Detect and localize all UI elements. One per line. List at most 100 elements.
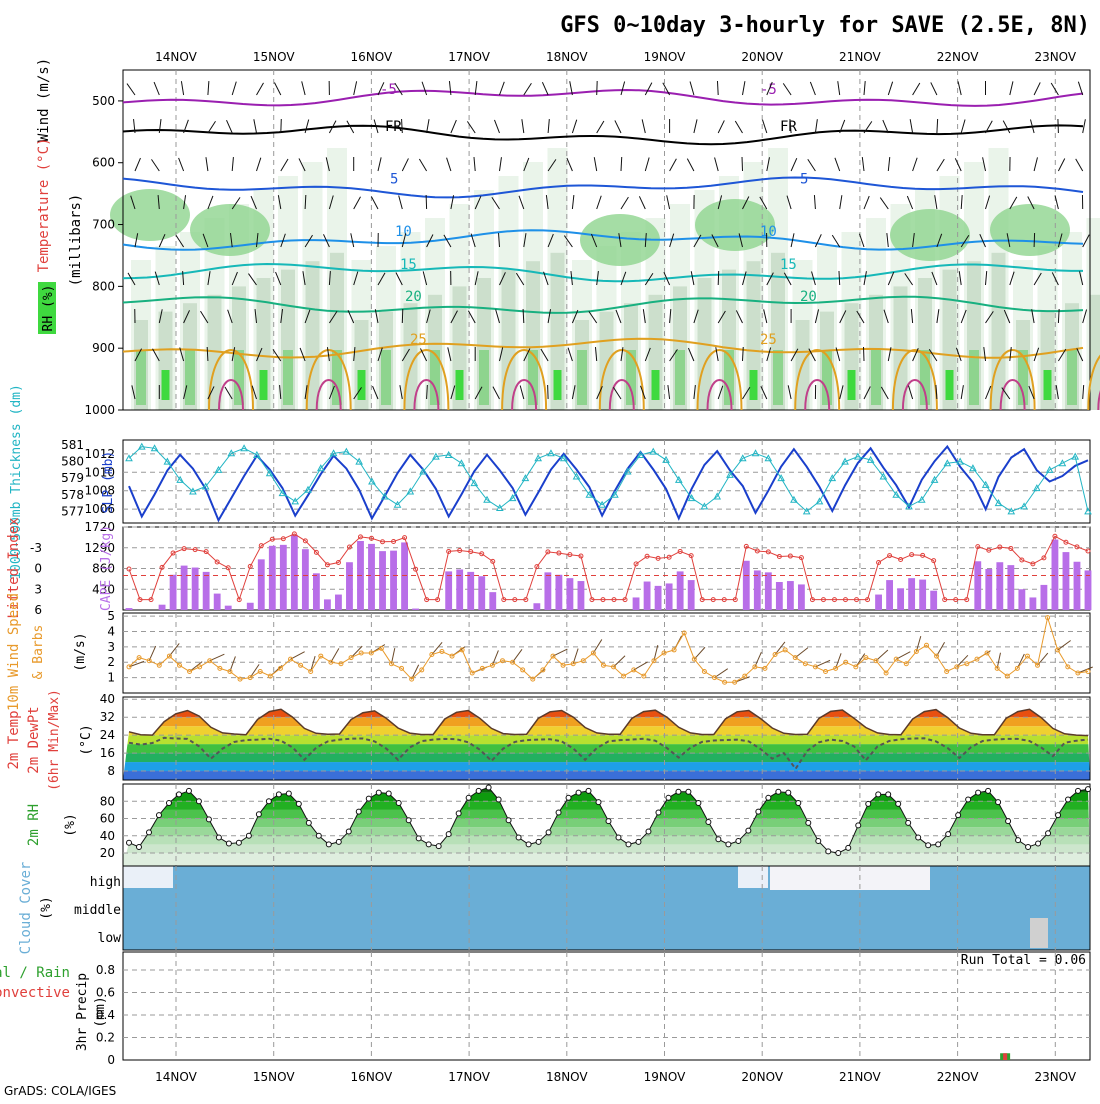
y-axis-wind: Wind (m/s)	[36, 58, 52, 142]
isotherm-label: 15	[780, 257, 797, 273]
rh-marker	[886, 792, 891, 797]
cape-bar	[379, 551, 386, 610]
rh-axis-label: 2m RH	[26, 804, 42, 846]
rh-marker	[306, 820, 311, 825]
date-label-bottom: 22NOV	[937, 1070, 979, 1084]
rh-tick-label: 60	[100, 812, 115, 826]
rh-marker	[1016, 838, 1021, 843]
rh-shade	[136, 350, 146, 405]
isotherm-label: 10	[760, 224, 777, 240]
rh-marker	[226, 841, 231, 846]
rh-marker	[356, 809, 361, 814]
precip-legend-total: Total / Rain	[0, 965, 70, 981]
y-tick-label: 800	[92, 279, 115, 293]
rh-marker	[636, 839, 641, 844]
cape-bar	[666, 583, 673, 610]
precip-axis-unit: (mm)	[93, 996, 108, 1027]
date-label-bottom: 18NOV	[546, 1070, 588, 1084]
temp-tick-label: 40	[100, 692, 115, 706]
y-axis-temperature: Temperature (°C)	[36, 138, 52, 273]
rh-marker	[476, 788, 481, 793]
date-label-top: 20NOV	[741, 50, 783, 64]
cloud-level-label: middle	[74, 903, 121, 918]
rh-marker	[896, 801, 901, 806]
cape-bar	[555, 575, 562, 610]
rh-marker	[536, 839, 541, 844]
cape-bar	[930, 591, 937, 610]
rh-band	[123, 844, 1090, 853]
date-label-bottom: 17NOV	[448, 1070, 490, 1084]
cape-bar	[798, 584, 805, 610]
wind-tick-label: 2	[107, 655, 115, 669]
cape-bar	[633, 597, 640, 610]
rh-marker	[1076, 788, 1081, 793]
rh-marker	[127, 840, 132, 845]
cloud-gap	[738, 866, 768, 888]
rh-marker	[686, 789, 691, 794]
cape-bar	[324, 599, 331, 610]
date-label-top: 14NOV	[155, 50, 197, 64]
rh-marker	[186, 788, 191, 793]
rh-marker	[846, 845, 851, 850]
y-tick-label: 1000	[84, 403, 115, 417]
thickness-tick-label: 578	[61, 488, 84, 502]
cloud-level-label: high	[90, 875, 121, 890]
rh-marker	[386, 791, 391, 796]
rh-marker	[606, 819, 611, 824]
rh-marker	[676, 789, 681, 794]
minmax-axis-label: (6hr Min/Max)	[47, 689, 62, 791]
date-label-top: 17NOV	[448, 50, 490, 64]
rh-marker	[236, 840, 241, 845]
temp-band	[123, 753, 1090, 762]
rh-marker	[926, 843, 931, 848]
date-label-top: 16NOV	[351, 50, 393, 64]
cape-bar	[203, 572, 210, 610]
y-tick-label: 500	[92, 94, 115, 108]
rh-marker	[416, 836, 421, 841]
rh-marker	[576, 790, 581, 795]
rh-marker	[376, 790, 381, 795]
li-tick-label: 3	[34, 582, 42, 596]
rh-marker	[516, 835, 521, 840]
cape-bar	[269, 546, 276, 610]
cape-bar	[170, 575, 177, 610]
cape-bar	[126, 608, 133, 610]
rh-marker	[946, 832, 951, 837]
wind-axis-unit: (m/s)	[73, 632, 88, 671]
date-label-top: 18NOV	[546, 50, 588, 64]
rh-shade	[162, 370, 170, 400]
cloud-gap	[123, 866, 173, 888]
rh-marker	[796, 800, 801, 805]
temp-axis-unit: (°C)	[79, 724, 94, 755]
cloud-axis-label: Cloud Cover	[18, 862, 34, 955]
wind-tick-label: 1	[107, 671, 115, 685]
cloud-axis-unit: (%)	[39, 896, 54, 919]
rh-marker	[736, 838, 741, 843]
cape-bar	[1074, 562, 1081, 610]
thickness-tick-label: 579	[61, 471, 84, 485]
rh-marker	[156, 813, 161, 818]
cape-bar	[776, 582, 783, 610]
rh-marker	[616, 835, 621, 840]
rh-tick-label: 40	[100, 829, 115, 843]
date-label-top: 19NOV	[644, 50, 686, 64]
rh-marker	[346, 829, 351, 834]
cloud-level-label: low	[98, 931, 122, 946]
isotherm-label: 25	[410, 332, 427, 348]
cape-bar	[192, 568, 199, 610]
cape-bar	[302, 549, 309, 610]
rh-tick-label: 80	[100, 794, 115, 808]
wind-axis-label: & Barbs	[31, 625, 46, 680]
rh-marker	[496, 797, 501, 802]
rh-marker	[296, 801, 301, 806]
date-label-bottom: 19NOV	[644, 1070, 686, 1084]
cape-bar	[214, 594, 221, 610]
cape-bar	[787, 581, 794, 610]
rh-shade	[724, 350, 734, 405]
cape-bar	[996, 562, 1003, 610]
date-label-top: 21NOV	[839, 50, 881, 64]
cape-bar	[478, 576, 485, 610]
rh-marker	[406, 818, 411, 823]
